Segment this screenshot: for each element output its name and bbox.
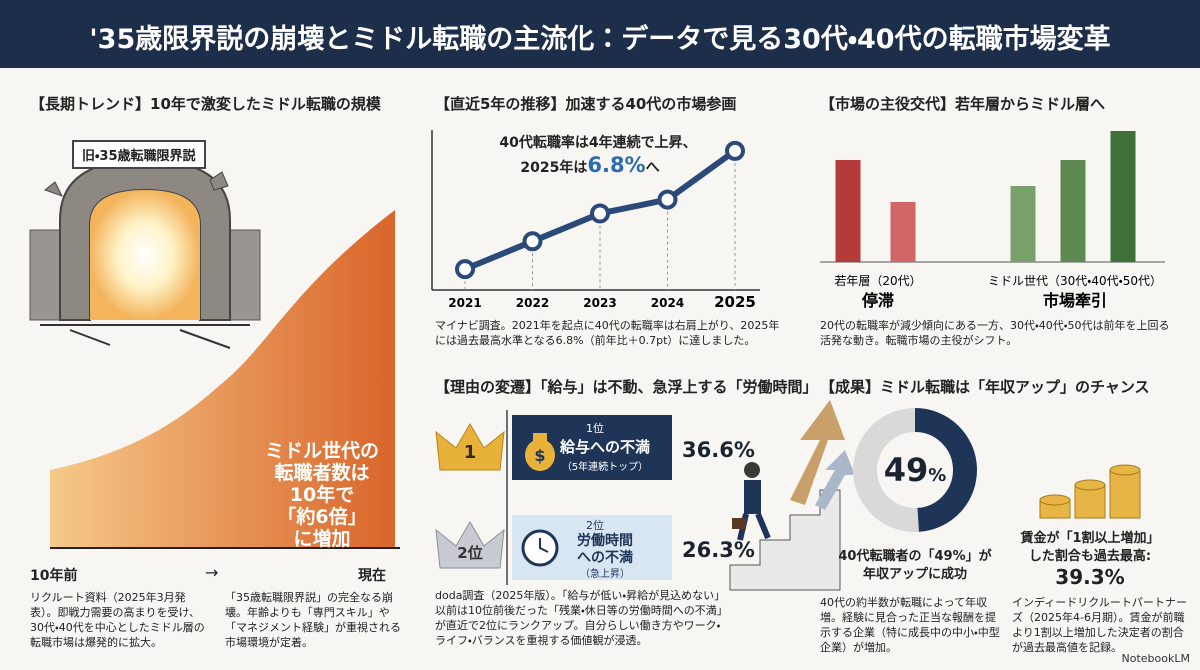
bar xyxy=(1110,131,1136,262)
caption: 年収アップに成功 xyxy=(862,567,968,582)
growth-area xyxy=(50,210,395,548)
highlight-2: 転職者数は xyxy=(274,462,370,484)
rank: 2位 xyxy=(586,519,604,532)
highlight-1: ミドル世代の xyxy=(264,440,380,462)
wage-line: した割合も過去最高: xyxy=(1028,549,1152,564)
x-tick-label: 2021 xyxy=(448,296,481,310)
donut-unit: % xyxy=(928,465,946,486)
callout: 40代転職率は4年連続で上昇、 xyxy=(499,135,697,151)
axis-end: 現在 xyxy=(358,568,386,584)
highlight-5: に増加 xyxy=(293,528,351,550)
rank-sub: （5年連続トップ） xyxy=(561,462,649,473)
axis-start: 10年前 xyxy=(30,568,78,584)
wage-line: 賃金が「1割以上増加」 xyxy=(1020,531,1160,546)
callout-text: 2025年は xyxy=(520,160,588,176)
note: リクルート資料（2025年3月発表）。即戦力需要の高まりを受け、30代・40代を… xyxy=(30,591,205,649)
note: マイナビ調査。2021年を起点に40代の転職率は右肩上がり、2025年には過去最… xyxy=(435,319,780,347)
gold-crown xyxy=(435,423,505,471)
share: 26.3% xyxy=(682,538,755,562)
rank: 1位 xyxy=(586,422,604,435)
rank-sub: （急上昇） xyxy=(580,569,630,580)
value-label: 6.8% xyxy=(587,153,646,177)
bar xyxy=(1010,186,1036,262)
rank-label: 給与への不満 xyxy=(559,438,651,456)
brand: NotebookLM xyxy=(1121,652,1190,665)
crown-label: 2位 xyxy=(457,544,483,562)
panel-title: 【直近5年の推移】加速する40代の市場参画 xyxy=(435,95,737,113)
panel-title: 【市場の主役交代】若年層からミドル層へ xyxy=(820,95,1106,113)
point xyxy=(522,231,543,252)
point xyxy=(590,203,610,224)
group-label: 若年層（20代） xyxy=(834,274,921,288)
panel-title: 【成果】ミドル転職は「年収アップ」のチャンス xyxy=(820,378,1150,396)
rank-label: 労働時間 xyxy=(577,533,633,549)
bar xyxy=(890,202,916,262)
bar xyxy=(835,160,861,262)
donut-center: 49% xyxy=(884,451,947,489)
note: インディードリクルートパートナーズ（2025年4-6月期）。賃金が前職より1割以… xyxy=(1012,596,1187,654)
highlight-3: 10年で xyxy=(289,484,355,506)
note: doda調査（2025年版）。「給与が低い・昇給が見込めない」以前は10位前後だ… xyxy=(435,589,728,647)
page-title: '35歳限界説の崩壊とミドル転職の主流化：データで見る30代・40代の転職市場変… xyxy=(89,24,1111,55)
callout-text: へ xyxy=(645,160,660,176)
note: 40代の約半数が転職によって年収増。経験に見合った正当な報酬を提示する企業（特に… xyxy=(820,596,1000,654)
donut-segment xyxy=(914,408,977,532)
point xyxy=(455,259,475,280)
money-bag-icon: $ xyxy=(525,433,555,471)
group-status: 停滞 xyxy=(861,291,894,310)
caption: 40代転職者の「49%」が xyxy=(838,549,992,564)
group-status: 市場牽引 xyxy=(1043,291,1107,310)
donut-value: 49 xyxy=(884,451,929,489)
point xyxy=(725,140,745,161)
clock-icon xyxy=(521,529,559,567)
badge: 旧・35歳転職限界説 xyxy=(72,140,206,169)
header-bar xyxy=(0,0,1200,68)
callout: 2025年は6.8%へ xyxy=(520,153,659,177)
stairs-illustration xyxy=(729,400,855,591)
x-tick-label: 2022 xyxy=(516,296,549,310)
panel-title: 【長期トレンド】10年で激変したミドル転職の規模 xyxy=(30,95,381,113)
x-tick-label: 2023 xyxy=(583,296,616,310)
group-label: ミドル世代（30代・40代・50代） xyxy=(988,274,1162,288)
x-tick-label: 2025 xyxy=(714,293,756,311)
donut-segment xyxy=(853,408,919,532)
coins-illustration xyxy=(1039,464,1141,519)
note: 20代の転職率が減少傾向にある一方、30代・40代・50代は前年を上回る活発な動… xyxy=(820,319,1170,347)
svg-text:$: $ xyxy=(534,446,545,465)
panel-title: 【理由の変遷】「給与」は不動、急浮上する「労働時間」 xyxy=(435,378,818,396)
crown-label: 1 xyxy=(463,442,477,463)
silver-crown xyxy=(435,521,505,569)
axis-arrow: → xyxy=(205,563,219,582)
broken-arch xyxy=(29,158,261,349)
wage-value: 39.3% xyxy=(1055,565,1125,589)
share: 36.6% xyxy=(682,438,755,462)
note: 「35歳転職限界説」の完全なる崩壊。年齢よりも「専門スキル」や「マネジメント経験… xyxy=(225,591,401,649)
bar xyxy=(1060,160,1086,262)
x-tick-label: 2024 xyxy=(651,296,684,310)
rank-label: への不満 xyxy=(577,550,633,566)
point xyxy=(657,189,678,210)
highlight-4: 「約6倍」 xyxy=(277,506,367,528)
